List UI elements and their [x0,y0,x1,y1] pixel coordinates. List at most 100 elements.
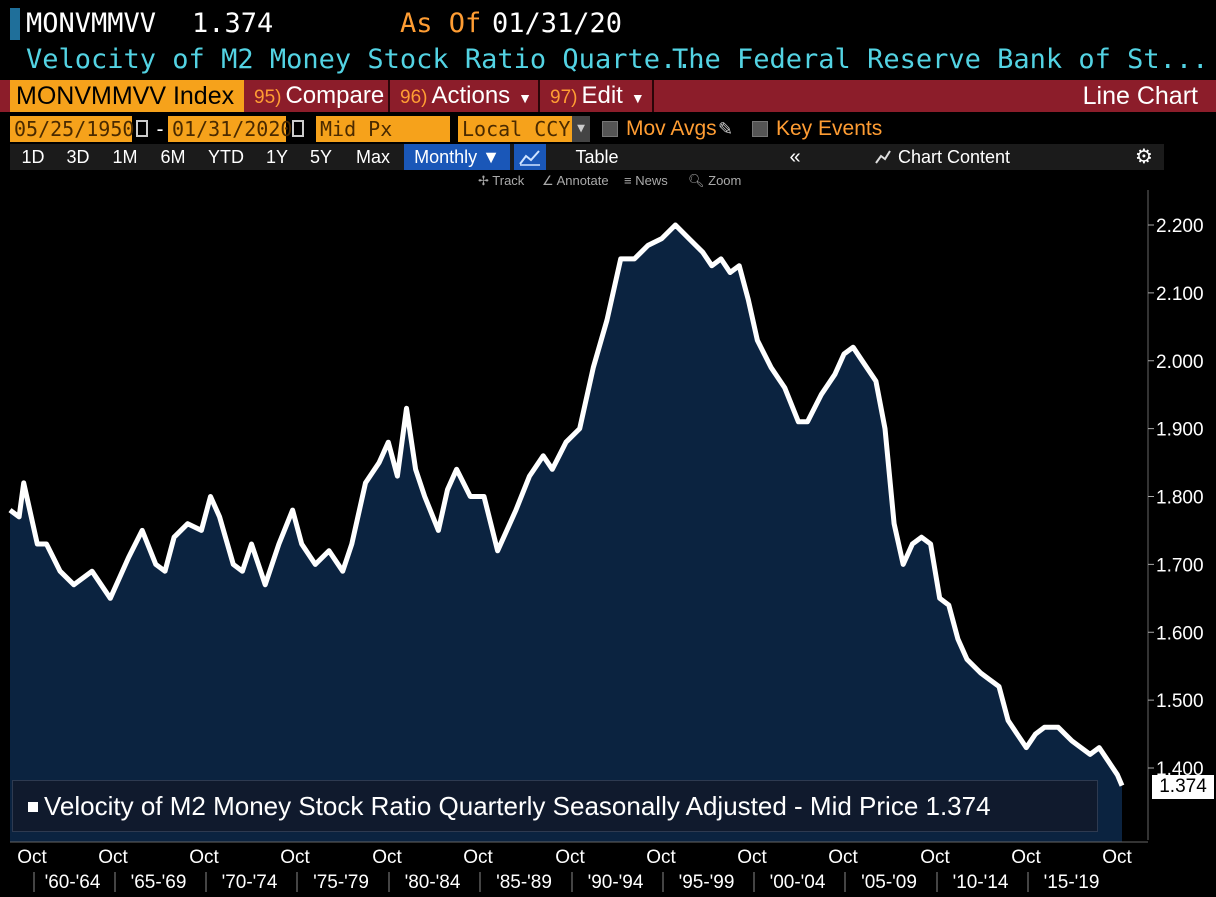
last-value: 1.374 [192,8,274,39]
x-tick-label-month: Oct [555,847,585,868]
caret-down-icon: ▼ [518,90,533,106]
x-tick-label-period: '85-'89 [496,872,552,893]
x-tick-label-month: Oct [17,847,47,868]
calendar-icon[interactable] [292,120,304,137]
period-1y[interactable]: 1Y [265,147,289,167]
series-area-fill [10,225,1122,842]
legend-swatch [28,802,38,812]
chart-type-label[interactable]: Line Chart [1082,82,1198,110]
zoom-tool[interactable]: 🔍︎ Zoom [688,173,742,188]
actions-label: Actions [431,82,511,109]
caret-down-icon: ▼ [630,90,645,106]
as-of-label: As Of [400,8,482,39]
track-tool[interactable]: ✢ Track [478,173,525,188]
date-separator: - [154,117,167,141]
news-icon: ≡ [624,173,636,188]
series-title: Velocity of M2 Money Stock Ratio Quarte.… [26,44,709,75]
news-tool[interactable]: ≡ News [624,173,668,188]
ticker-marker [10,8,20,40]
period-ytd[interactable]: YTD [208,147,244,167]
compare-button[interactable]: 95) Compare [246,80,390,112]
ticker-symbol: MONVMMVV [26,8,157,39]
annotate-tool[interactable]: ∠ Annotate [542,173,609,188]
end-date-field[interactable]: 01/31/2020 [168,116,292,142]
series-source: The Federal Reserve Bank of St... [672,44,1209,75]
key-events-label[interactable]: Key Events [776,117,883,140]
x-tick-label-period: '05-'09 [861,872,917,893]
collapse-icon[interactable]: « [789,146,801,168]
x-tick-label-period: '00-'04 [770,872,826,893]
calendar-icon[interactable] [136,120,148,137]
x-tick-label-period: '10-'14 [953,872,1009,893]
x-tick-label-period: '60-'64 [45,872,101,893]
x-tick-label-period: '80-'84 [405,872,461,893]
y-tick-label: 1.600 [1156,623,1204,644]
y-tick-label: 1.700 [1156,555,1204,576]
x-tick-label-period: '70-'74 [222,872,278,893]
y-tick-label: 1.900 [1156,420,1204,441]
frequency-selector[interactable]: Monthly ▼ [404,144,510,170]
pencil-icon[interactable]: ✎ [718,119,734,139]
dropdown-arrow-icon[interactable]: ▼ [572,116,590,142]
line-chart-icon[interactable] [514,144,546,170]
period-6m[interactable]: 6M [160,147,186,167]
legend [12,780,1098,832]
y-tick-label: 2.000 [1156,352,1204,373]
as-of-date: 01/31/20 [492,8,623,39]
actions-number: 96) [400,87,428,108]
x-tick-label-month: Oct [98,847,128,868]
x-tick-label-month: Oct [1011,847,1041,868]
x-tick-label-month: Oct [189,847,219,868]
x-tick-label-month: Oct [920,847,950,868]
y-tick-label: 1.500 [1156,691,1204,712]
field-selector[interactable]: Mid Px [316,116,450,142]
y-tick-label: 1.800 [1156,488,1204,509]
period-5y[interactable]: 5Y [309,147,333,167]
y-tick-label: 2.200 [1156,216,1204,237]
last-price-tag: 1.374 [1152,775,1214,799]
x-tick-label-month: Oct [463,847,493,868]
actions-button[interactable]: 96) Actions ▼ [392,80,540,112]
mov-avgs-checkbox[interactable] [602,121,618,137]
mov-avgs-label[interactable]: Mov Avgs [626,117,717,140]
compare-label: Compare [285,82,385,109]
track-icon: ✢ [478,173,493,188]
zoom-icon: 🔍︎ [688,173,709,188]
x-tick-label-month: Oct [737,847,767,868]
y-axis-ticks: 2.200 2.100 2.000 1.900 1.800 1.700 1.600 1.500… [1148,216,1204,780]
x-tick-label-month: Oct [1102,847,1132,868]
period-1m[interactable]: 1M [112,147,138,167]
x-tick-label-month: Oct [828,847,858,868]
annotate-icon: ∠ [542,173,557,188]
y-tick-label: 1.400 [1156,759,1204,780]
x-tick-label-month: Oct [280,847,310,868]
series-line[interactable] [8,222,1125,787]
period-1d[interactable]: 1D [21,147,45,167]
edit-label: Edit [581,82,623,109]
compare-number: 95) [254,87,282,108]
legend-text: Velocity of M2 Money Stock Ratio Quarter… [44,791,991,821]
x-tick-label-month: Oct [646,847,676,868]
chart-content-button[interactable]: Chart Content [898,147,1011,167]
key-events-checkbox[interactable] [752,121,768,137]
start-date-field[interactable]: 05/25/1950 [10,116,134,142]
x-tick-label-period: '15-'19 [1044,872,1100,893]
x-axis-ticks: Oct Oct Oct Oct Oct Oct Oct Oct Oct Oct Oct Oct Oct'… [17,847,1132,893]
y-tick-label: 2.100 [1156,284,1204,305]
x-tick-label-period: '75-'79 [313,872,369,893]
velocity-chart[interactable]: 2.200 2.100 2.000 1.900 1.800 1.700 1.600 1.500… [0,190,1216,897]
period-max[interactable]: Max [355,147,390,167]
currency-selector[interactable]: Local CCY [458,116,572,142]
table-button[interactable]: Table [575,147,619,167]
chart-content-icon [872,144,894,170]
period-3d[interactable]: 3D [66,147,90,167]
x-tick-label-period: '65-'69 [131,872,187,893]
period-bar [10,144,1164,170]
security-field[interactable]: MONVMMVV Index [10,80,244,112]
x-tick-label-period: '90-'94 [588,872,644,893]
edit-button[interactable]: 97) Edit ▼ [542,80,654,112]
x-tick-label-month: Oct [372,847,402,868]
gear-icon[interactable]: ⚙ [1135,146,1153,168]
edit-number: 97) [550,87,578,108]
x-tick-label-period: '95-'99 [679,872,735,893]
